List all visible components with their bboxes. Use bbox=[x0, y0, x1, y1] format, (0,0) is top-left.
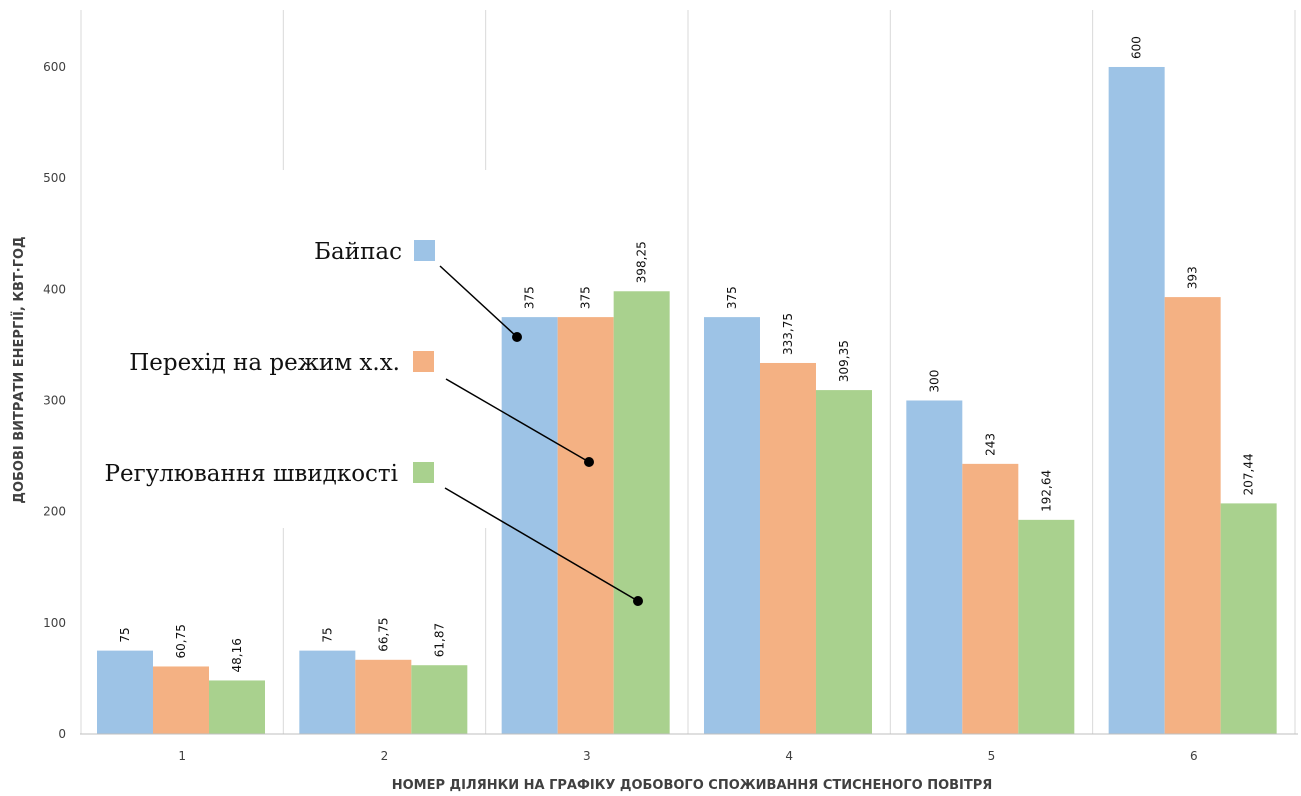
legend-swatch-idle bbox=[413, 351, 434, 372]
bar bbox=[1108, 66, 1165, 735]
legend-label-idle: Перехід на режим х.х. bbox=[129, 350, 400, 376]
data-label: 66,75 bbox=[376, 617, 390, 651]
data-label: 48,16 bbox=[230, 638, 244, 672]
bar bbox=[411, 665, 468, 734]
y-tick-label: 200 bbox=[43, 505, 66, 519]
data-label: 300 bbox=[927, 370, 941, 393]
y-tick-label: 500 bbox=[43, 171, 66, 185]
bar bbox=[1220, 503, 1277, 734]
legend-marker-bypass bbox=[512, 332, 522, 342]
x-tick-label: 5 bbox=[988, 749, 996, 763]
bar bbox=[97, 650, 153, 734]
x-tick-label: 6 bbox=[1190, 749, 1198, 763]
bar bbox=[613, 291, 670, 734]
data-label: 393 bbox=[1186, 266, 1200, 289]
bar bbox=[703, 317, 760, 734]
legend-label-bypass: Байпас bbox=[314, 239, 402, 265]
data-label: 309,35 bbox=[837, 340, 851, 382]
bar bbox=[501, 317, 558, 734]
bar bbox=[962, 463, 1019, 734]
y-axis-title: ДОБОВІ ВИТРАТИ ЕНЕРГІЇ, КВТ·ГОД bbox=[11, 236, 27, 503]
data-label: 61,87 bbox=[432, 623, 446, 657]
bar bbox=[355, 659, 412, 734]
data-label: 398,25 bbox=[635, 241, 649, 283]
y-tick-label: 0 bbox=[58, 727, 66, 741]
data-label: 375 bbox=[579, 286, 593, 309]
y-tick-label: 600 bbox=[43, 60, 66, 74]
legend-swatch-bypass bbox=[414, 240, 435, 261]
data-label: 207,44 bbox=[1242, 453, 1256, 495]
data-label: 333,75 bbox=[781, 313, 795, 355]
data-labels: 75 60,75 48,16 75 66,75 61,87 375 375 398,25 375 3… bbox=[118, 36, 1256, 672]
legend-leader-idle bbox=[445, 378, 590, 463]
data-label: 375 bbox=[725, 286, 739, 309]
legend-label-speed: Регулювання швидкості bbox=[105, 461, 398, 487]
data-label: 75 bbox=[118, 627, 132, 642]
x-tick-label: 3 bbox=[583, 749, 591, 763]
data-label: 375 bbox=[523, 286, 537, 309]
legend-leader-speed bbox=[444, 487, 639, 602]
x-axis-title: НОМЕР ДІЛЯНКИ НА ГРАФІКУ ДОБОВОГО СПОЖИВ… bbox=[392, 778, 993, 793]
legend-swatch-speed bbox=[413, 462, 434, 483]
x-tick-label: 4 bbox=[785, 749, 793, 763]
y-tick-label: 300 bbox=[43, 393, 66, 407]
x-tick-label: 2 bbox=[381, 749, 389, 763]
data-label: 75 bbox=[320, 627, 334, 642]
data-label: 243 bbox=[983, 433, 997, 456]
bar bbox=[815, 390, 872, 734]
legend: Байпас Перехід на режим х.х. Регулювання… bbox=[105, 239, 643, 606]
y-tick-label: 100 bbox=[43, 616, 66, 630]
bar bbox=[153, 666, 209, 734]
bar bbox=[759, 362, 816, 734]
bars bbox=[97, 66, 1277, 735]
bar bbox=[557, 317, 614, 734]
bar bbox=[299, 650, 356, 734]
bar bbox=[1164, 297, 1221, 734]
legend-leader-bypass bbox=[439, 265, 518, 338]
data-label: 192,64 bbox=[1039, 470, 1053, 512]
axes: 0 100 200 300 400 500 600 1 2 3 4 5 6 bbox=[43, 60, 1298, 763]
bar bbox=[1018, 519, 1075, 734]
y-tick-label: 400 bbox=[43, 282, 66, 296]
bar bbox=[209, 680, 265, 734]
data-label: 60,75 bbox=[174, 624, 188, 658]
x-tick-label: 1 bbox=[178, 749, 186, 763]
data-label: 600 bbox=[1130, 36, 1144, 59]
legend-marker-idle bbox=[584, 457, 594, 467]
legend-marker-speed bbox=[633, 596, 643, 606]
bar bbox=[906, 400, 963, 734]
